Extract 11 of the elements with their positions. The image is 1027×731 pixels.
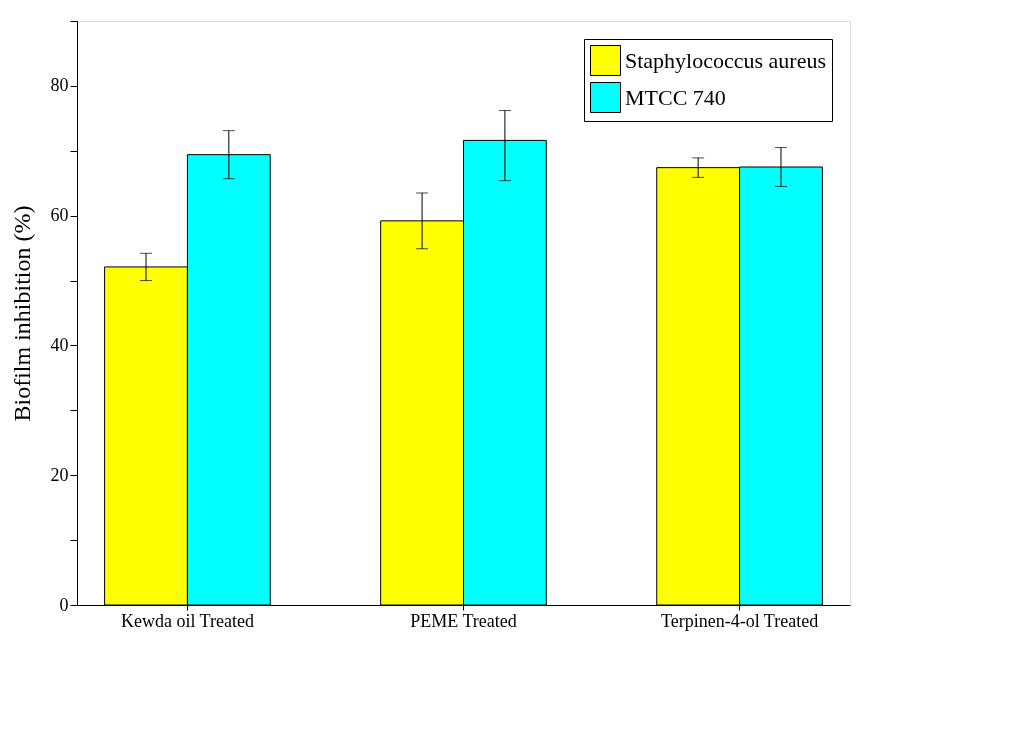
y-tick-label: 40 (50, 334, 69, 355)
x-tick-label: Kewda oil Treated (120, 610, 254, 631)
legend-label: Staphylococcus aureus (625, 47, 826, 73)
y-axis-title: Biofilm inhibition (%) (8, 205, 35, 422)
legend-label: MTCC 740 (625, 84, 726, 110)
y-tick-label: 80 (50, 75, 69, 96)
x-tick-label: Terpinen-4-ol Treated (660, 610, 819, 631)
y-tick-label: 0 (59, 594, 69, 615)
y-tick-label: 20 (50, 464, 69, 485)
y-tick-label: 60 (50, 205, 69, 226)
x-tick-label: PEME Treated (410, 610, 517, 631)
